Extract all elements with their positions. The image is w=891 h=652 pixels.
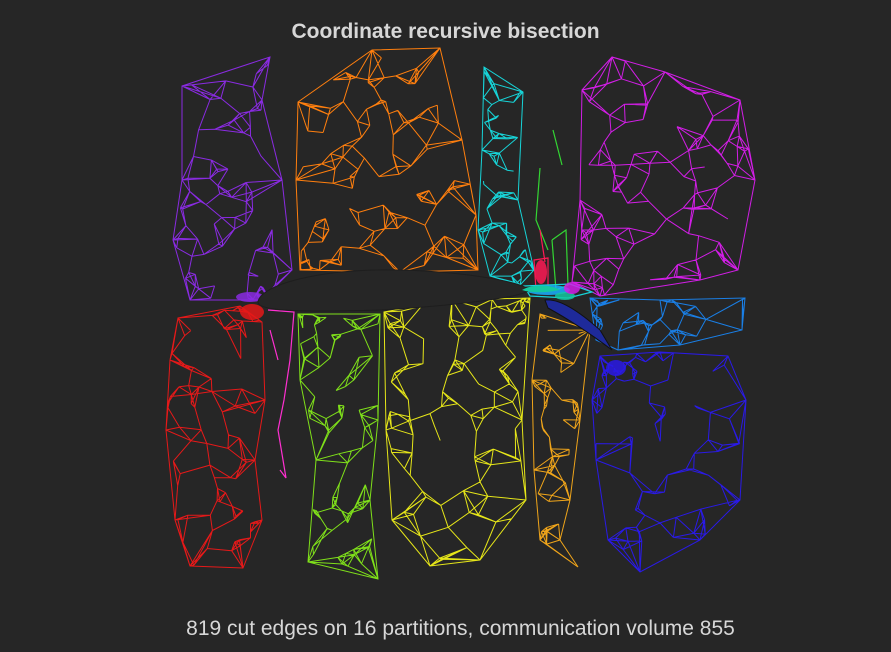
dense-region-crimson bbox=[535, 260, 547, 284]
diagram-title: Coordinate recursive bisection bbox=[291, 20, 600, 43]
dense-region-magenta bbox=[564, 282, 580, 294]
mesh-edges-violet bbox=[172, 56, 293, 301]
dense-region-violet bbox=[236, 292, 264, 302]
mesh-edges-azure bbox=[589, 297, 746, 351]
mesh-edges-cyan bbox=[477, 66, 535, 286]
mesh-edges-magenta bbox=[571, 56, 756, 297]
partition-magenta bbox=[571, 56, 756, 297]
partition-orange bbox=[295, 47, 479, 273]
airfoil-flap bbox=[544, 299, 613, 351]
overlay-layer bbox=[236, 129, 626, 479]
partition-violet bbox=[172, 56, 293, 301]
partition-red bbox=[165, 305, 266, 569]
partition-azure bbox=[589, 297, 746, 351]
mesh-edges-orange bbox=[295, 47, 479, 273]
dense-region-blue bbox=[606, 360, 626, 376]
mesh-layer bbox=[165, 47, 756, 580]
dense-region-red bbox=[240, 304, 264, 320]
mesh-edges-red bbox=[165, 305, 266, 569]
airfoil-slat bbox=[522, 285, 560, 293]
strand-pink bbox=[267, 309, 295, 479]
mesh-edges-yellow bbox=[383, 297, 531, 567]
diagram-caption: 819 cut edges on 16 partitions, communic… bbox=[186, 617, 735, 640]
partition-cyan bbox=[477, 66, 535, 286]
mesh-edges-amber bbox=[531, 313, 591, 568]
partition-amber bbox=[531, 313, 591, 568]
partition-lime bbox=[297, 313, 381, 580]
partition-blue bbox=[591, 351, 747, 573]
partition-yellow bbox=[383, 297, 531, 567]
mesh-edges-blue bbox=[591, 351, 747, 573]
strand-cyan bbox=[522, 283, 595, 299]
dense-region-teal bbox=[555, 292, 575, 300]
airfoil-main bbox=[257, 269, 531, 312]
mesh-edges-lime bbox=[297, 313, 381, 580]
